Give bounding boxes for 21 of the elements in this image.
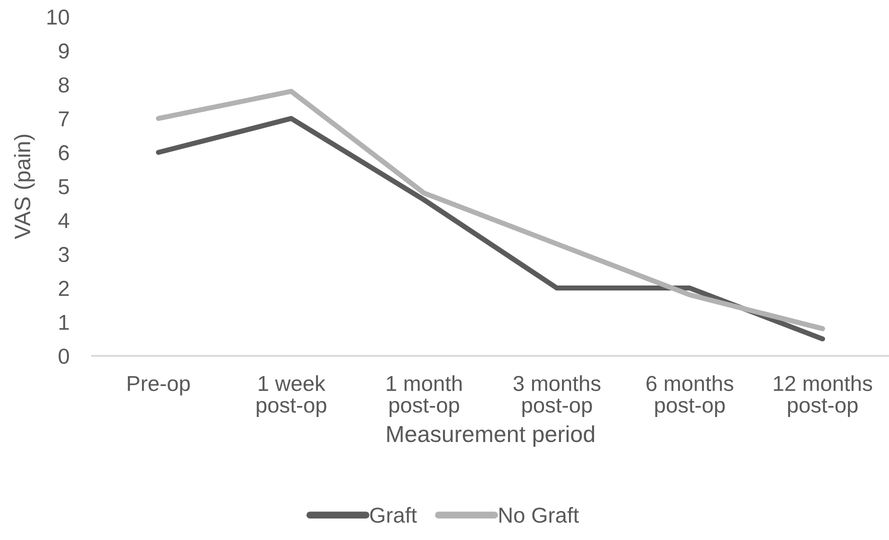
x-axis-title: Measurement period — [387, 425, 594, 447]
legend-label: Graft — [370, 507, 417, 523]
y-axis-title: VAS (pain) — [14, 134, 35, 240]
x-tick-label: Pre-op — [128, 376, 190, 396]
y-tick-label: 0 — [58, 348, 69, 364]
x-tick-label: 6 months post-op — [646, 375, 734, 417]
y-tick-label: 4 — [58, 213, 70, 228]
x-tick-label: 12 months post-op — [774, 375, 872, 417]
legend-label: No Graft — [499, 507, 579, 523]
y-tick-label: 3 — [58, 246, 69, 262]
x-tick-label: 1 month post-op — [386, 375, 462, 417]
y-tick-label: 6 — [58, 145, 69, 160]
y-tick-label: 7 — [58, 111, 69, 126]
y-tick-label: 10 — [47, 10, 69, 25]
x-tick-label: 1 week post-op — [256, 375, 326, 417]
y-tick-label: 8 — [58, 77, 69, 93]
y-tick-label: 2 — [58, 280, 69, 296]
y-tick-label: 1 — [59, 314, 69, 330]
y-tick-label: 5 — [58, 179, 69, 194]
x-tick-label: 3 months post-op — [513, 375, 600, 417]
y-tick-label: 9 — [58, 43, 69, 59]
